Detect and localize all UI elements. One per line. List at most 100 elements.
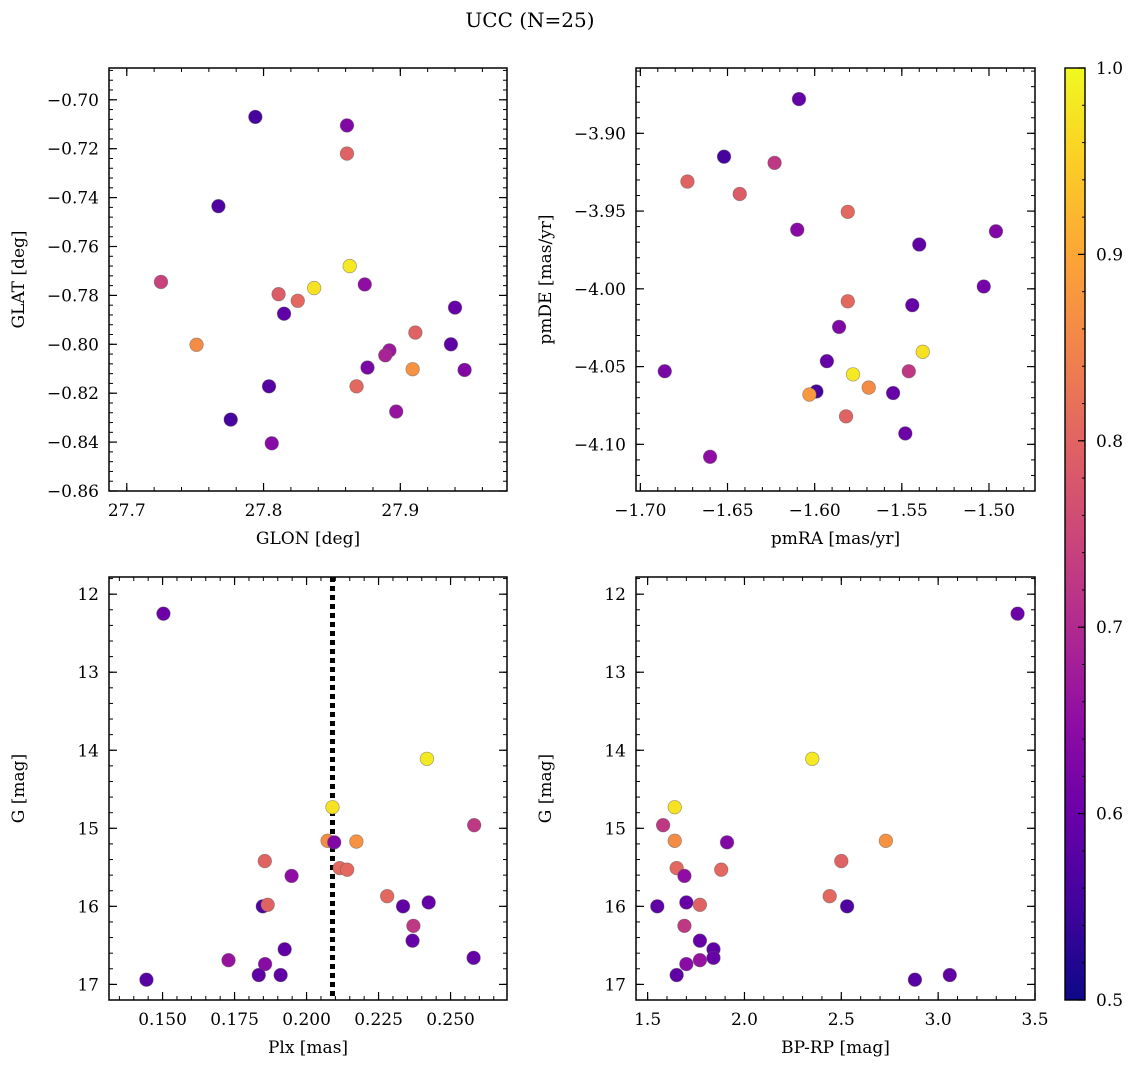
data-point — [692, 933, 708, 948]
data-point — [467, 818, 482, 833]
y-tick-label: −3.95 — [574, 202, 626, 222]
data-point — [360, 360, 375, 375]
colorbar-tick-label: 0.8 — [1096, 432, 1123, 452]
data-point — [692, 953, 708, 968]
points-bprp-g — [650, 606, 1025, 987]
data-point — [189, 337, 204, 352]
data-point — [408, 325, 423, 340]
data-point — [706, 950, 721, 966]
data-point — [702, 449, 718, 464]
data-point — [714, 862, 729, 877]
x-tick-label: 0.225 — [354, 1010, 403, 1030]
data-point — [447, 300, 463, 315]
x-tick-label: 27.8 — [245, 501, 283, 521]
colorbar: 0.5 0.6 0.7 0.8 0.9 1.0 — [1064, 59, 1123, 1011]
x-tick-label: 2.0 — [731, 1010, 758, 1030]
data-point — [790, 222, 805, 237]
x-tick-label: 0.175 — [210, 1010, 259, 1030]
data-point — [260, 897, 275, 912]
y-axis-label: G [mag] — [536, 754, 556, 823]
x-tick-label: −1.60 — [789, 501, 841, 521]
data-point — [457, 362, 472, 378]
data-point — [840, 204, 855, 220]
data-point — [421, 895, 436, 910]
data-point — [261, 379, 277, 394]
panel-glon-glat: 27.7 27.8 27.9 −0.70 −0.72 −0.74 −0.76 −0.78 −0.… — [9, 67, 508, 549]
data-point — [942, 967, 957, 983]
data-point — [284, 868, 299, 884]
x-tick-label: −1.70 — [614, 501, 666, 521]
data-point — [834, 853, 849, 869]
data-point — [443, 337, 459, 352]
x-tick-label: 2.5 — [828, 1010, 855, 1030]
y-tick-label: −4.05 — [574, 358, 626, 378]
data-point — [901, 364, 916, 379]
x-tick-label: 1.5 — [634, 1010, 661, 1030]
data-point — [264, 436, 279, 451]
data-point — [378, 348, 393, 363]
data-point — [405, 362, 420, 377]
figure-title: UCC (N=25) — [465, 8, 594, 32]
data-point — [838, 409, 854, 424]
colorbar-gradient — [1065, 68, 1085, 1000]
x-tick-label: 0.250 — [426, 1010, 475, 1030]
y-tick-label: 15 — [77, 819, 99, 839]
data-point — [466, 950, 481, 966]
data-point — [802, 387, 817, 402]
data-point — [395, 899, 411, 914]
ticks-glon-glat: 27.7 27.8 27.9 −0.70 −0.72 −0.74 −0.76 −0.78 −0.… — [47, 68, 507, 521]
y-tick-label: 13 — [77, 663, 99, 683]
data-point — [273, 967, 288, 983]
data-point — [419, 751, 435, 766]
y-tick-label: 14 — [604, 741, 626, 761]
x-tick-label: −1.65 — [701, 501, 753, 521]
data-point — [669, 967, 684, 983]
data-point — [679, 956, 694, 972]
data-point — [976, 279, 991, 294]
data-point — [831, 319, 847, 335]
data-point — [339, 146, 355, 161]
data-point — [380, 889, 395, 904]
points-glon-glat — [153, 109, 472, 451]
y-tick-label: 12 — [604, 585, 626, 605]
data-point — [907, 972, 923, 987]
colorbar-tick-label: 0.5 — [1096, 991, 1123, 1011]
panel-plx-g: 0.150 0.175 0.200 0.225 0.250 12 13 14 15 16 17 Plx… — [9, 576, 508, 1058]
y-tick-label: −0.80 — [47, 335, 99, 355]
x-tick-label: 27.9 — [381, 501, 419, 521]
data-point — [898, 426, 913, 441]
data-point — [406, 918, 421, 934]
y-tick-label: −3.90 — [574, 124, 626, 144]
x-tick-label: 0.150 — [138, 1010, 187, 1030]
points-pmra-pmde — [657, 91, 1004, 464]
colorbar-frame — [1064, 67, 1086, 1001]
x-tick-label: −1.50 — [963, 501, 1015, 521]
y-axis-label: pmDE [mas/yr] — [536, 214, 556, 344]
axes-frame — [635, 67, 1036, 492]
data-point — [650, 899, 665, 914]
axes-frame — [635, 576, 1036, 1001]
y-tick-label: 16 — [77, 897, 99, 917]
y-tick-label: −0.78 — [47, 286, 99, 306]
data-point — [805, 751, 820, 766]
data-point — [223, 412, 238, 427]
data-point — [248, 109, 263, 125]
data-point — [405, 933, 420, 948]
axes-frame — [108, 67, 508, 492]
data-point — [349, 379, 364, 394]
y-tick-label: 13 — [604, 663, 626, 683]
y-tick-label: −4.10 — [574, 435, 626, 455]
x-axis-label: pmRA [mas/yr] — [771, 529, 900, 549]
data-point — [878, 833, 894, 848]
data-point — [819, 353, 835, 369]
data-point — [988, 224, 1004, 239]
data-point — [357, 277, 372, 292]
y-tick-label: 12 — [77, 585, 99, 605]
data-point — [251, 967, 266, 983]
data-point — [839, 899, 855, 914]
data-point — [680, 174, 695, 189]
data-point — [667, 833, 682, 848]
data-point — [767, 155, 782, 171]
y-tick-label: −0.86 — [47, 482, 99, 502]
